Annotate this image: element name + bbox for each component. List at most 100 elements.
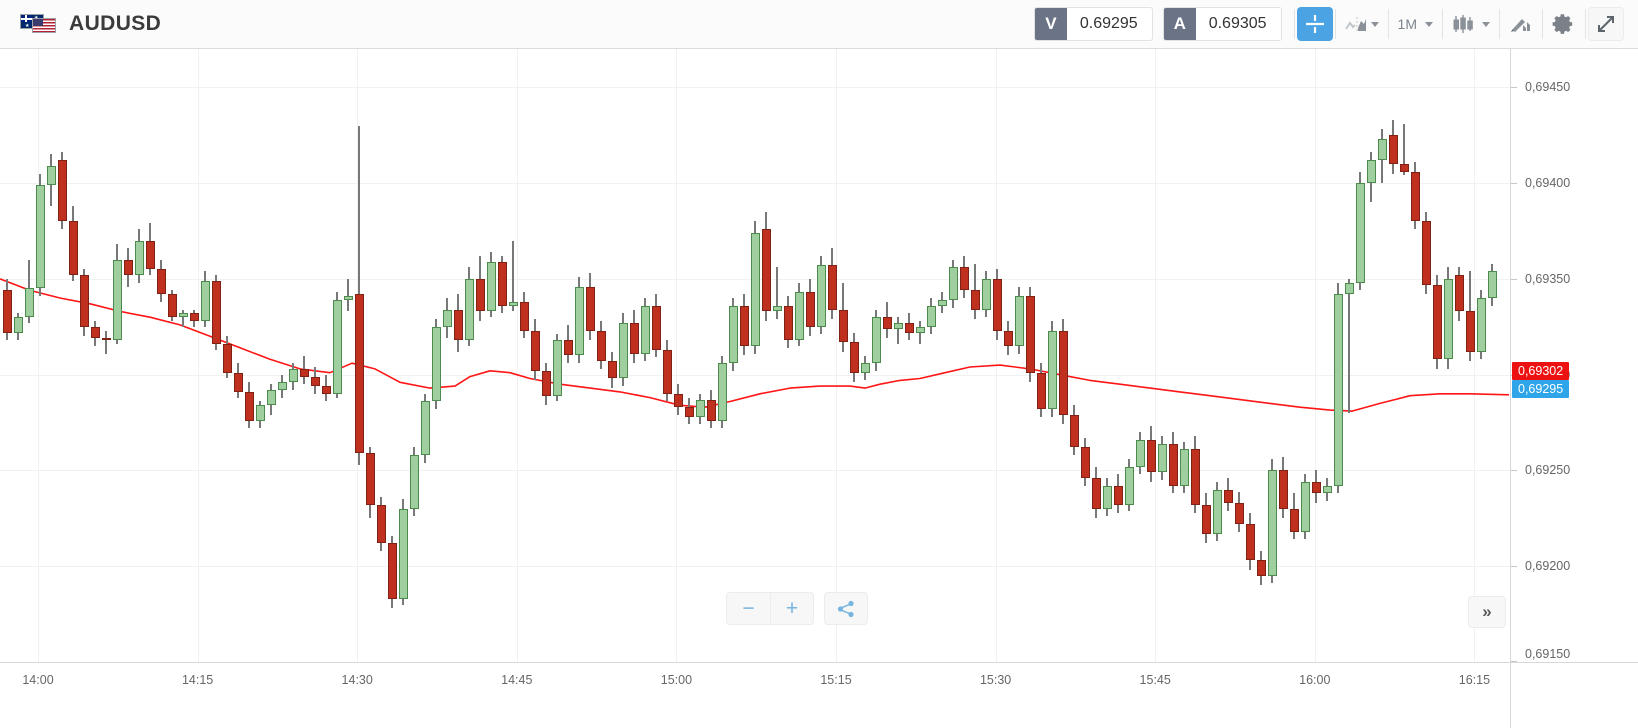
price-axis-label: 0,69400 (1525, 176, 1571, 191)
settings-button[interactable] (1545, 7, 1583, 41)
candle-style-dropdown[interactable] (1445, 7, 1497, 41)
candle-body (453, 309, 463, 341)
candle-body (299, 368, 309, 377)
candle-wick (347, 278, 349, 312)
pencil-chart-icon (1511, 19, 1530, 32)
price-axis-label: 0,69450 (1525, 80, 1571, 95)
candle-body (574, 286, 584, 356)
candle-body (1454, 275, 1464, 312)
candle-body (189, 313, 199, 321)
price-axis[interactable]: 0,694500,694000,693500,693000,692500,692… (1510, 49, 1638, 662)
candle-body (277, 382, 287, 390)
timeframe-dropdown[interactable]: 1M (1391, 7, 1440, 41)
candle-wick (919, 321, 921, 344)
price-axis-label: 0,69150 (1525, 647, 1571, 661)
candle-body (145, 240, 155, 270)
candle-body (959, 267, 969, 291)
candle-body (1366, 160, 1376, 184)
candle-body (321, 386, 331, 394)
page-title: AUDUSD (69, 12, 162, 35)
candle-body (376, 504, 386, 544)
grid-line-horizontal (0, 87, 1510, 89)
price-axis-tick (1511, 183, 1517, 185)
zoom-out-button[interactable]: − (726, 592, 770, 625)
scroll-to-end-button[interactable]: » (1468, 596, 1506, 628)
symbol-block: ★ ★ ★ AUDUSD (0, 12, 161, 36)
candle-body (1058, 330, 1068, 415)
candle-body (1003, 330, 1013, 346)
candle-body (68, 221, 78, 276)
share-button[interactable] (824, 592, 868, 625)
candle-body (695, 399, 705, 417)
candle-body (970, 290, 980, 310)
candle-wick (105, 330, 107, 354)
toolbar-divider (1293, 9, 1295, 39)
time-axis-label: 14:30 (341, 673, 373, 687)
toolbar-right: V 0.69295 A 0.69305 (1033, 0, 1638, 49)
bid-quote-box[interactable]: V 0.69295 (1033, 7, 1153, 41)
candle-body (684, 407, 694, 417)
candle-body (343, 296, 353, 300)
candle-body (563, 340, 573, 356)
candle-body (1267, 470, 1277, 576)
candle-body (112, 259, 122, 341)
time-axis-label: 16:00 (1299, 673, 1331, 687)
candle-body (1069, 414, 1079, 448)
expand-arrows-icon (1598, 16, 1614, 32)
candle-body (244, 391, 254, 421)
price-axis-label: 0,69250 (1525, 463, 1571, 478)
candle-body (1465, 311, 1475, 352)
candle-body (893, 322, 903, 329)
grid-line-vertical (1155, 49, 1157, 662)
candle-body (211, 280, 221, 344)
time-axis-label: 14:15 (181, 673, 214, 687)
candle-body (673, 393, 683, 408)
ask-badge: A (1163, 8, 1196, 40)
candle-body (134, 240, 144, 276)
candle-body (1135, 439, 1145, 467)
time-axis-label: 15:30 (979, 673, 1012, 687)
candle-body (794, 292, 804, 341)
candle-body (552, 340, 562, 396)
candle-body (1047, 330, 1057, 410)
candle-body (860, 363, 870, 373)
candle-body (1234, 503, 1244, 525)
chart-type-dropdown[interactable] (1338, 7, 1386, 41)
candle-body (1014, 296, 1024, 346)
candle-body (1113, 485, 1123, 505)
line-chart-icon (1344, 17, 1366, 31)
candle-body (1168, 443, 1178, 486)
candle-body (233, 372, 243, 392)
time-axis[interactable]: 14:00 14:15 14:30 14:45 15:00 15:15 15:30 15:45… (0, 662, 1510, 728)
chart-plot-area[interactable] (0, 49, 1510, 662)
time-axis-label: 15:15 (820, 673, 852, 687)
candle-body (772, 305, 782, 312)
chevron-down-icon (1482, 21, 1490, 27)
price-axis-label: 0,69350 (1525, 271, 1571, 286)
candle-body (530, 330, 540, 371)
candle-body (1388, 135, 1398, 164)
candle-body (90, 326, 100, 339)
candle-body (926, 305, 936, 327)
grid-line-vertical (836, 49, 837, 662)
crosshair-button[interactable] (1296, 7, 1333, 41)
candle-body (596, 330, 606, 362)
chevron-down-icon (1425, 21, 1433, 27)
fullscreen-button[interactable] (1588, 7, 1624, 41)
candle-wick (897, 317, 899, 344)
candle-body (1333, 294, 1343, 486)
candle-body (1223, 489, 1233, 503)
toolbar-divider (1585, 9, 1586, 39)
indicators-button[interactable] (1502, 7, 1540, 41)
candle-body (706, 399, 716, 421)
candle-body (57, 160, 67, 222)
candle-body (838, 309, 848, 343)
zoom-in-button[interactable]: + (770, 592, 814, 625)
candle-body (1036, 372, 1046, 410)
candle-body (871, 317, 881, 364)
chart-controls: − + (726, 592, 868, 625)
candle-body (101, 338, 111, 341)
candle-body (992, 278, 1002, 331)
ask-quote-box[interactable]: A 0.69305 (1162, 7, 1282, 41)
price-axis-tick (1511, 87, 1517, 89)
